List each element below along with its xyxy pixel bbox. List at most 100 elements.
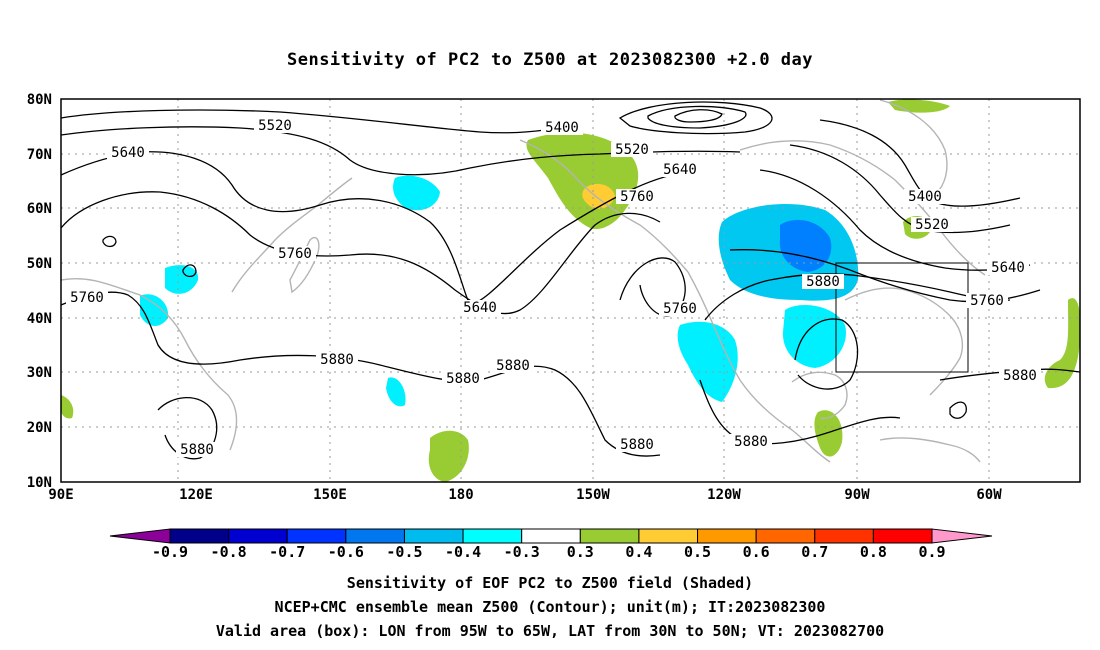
shade-japan-cyan (393, 175, 440, 211)
contour-label: 5880 (320, 352, 354, 368)
colorbar-swatch (579, 528, 640, 544)
colorbar-label: 0.9 (918, 543, 945, 561)
shade-gulf-green (814, 410, 843, 457)
colorbar-swatch (462, 528, 523, 544)
colorbar-label: 0.4 (625, 543, 652, 561)
contour-label: 5880 (806, 274, 840, 290)
contour-label-bg (316, 352, 358, 367)
contour-low-pole (618, 101, 773, 135)
na-westcoast-outline (687, 271, 831, 463)
na-east-outline (844, 287, 964, 396)
colorbar-swatch (814, 528, 874, 544)
footer-line-2: NCEP+CMC ensemble mean Z500 (Contour); u… (274, 598, 826, 616)
lon-label: 90E (48, 487, 73, 503)
contour-label: 5880 (1003, 368, 1037, 384)
contour-label-bg (66, 290, 108, 305)
colorbar-label: -0.3 (504, 543, 540, 561)
contour-label-bg (176, 442, 218, 457)
shade-midpac-cyan (386, 377, 406, 407)
colorbar-label: 0.8 (860, 543, 887, 561)
contour-label-bg (999, 368, 1041, 383)
colorbar-swatch (403, 528, 464, 544)
colorbar-label: -0.8 (211, 543, 247, 561)
contour-label: 5760 (970, 293, 1004, 309)
caribbean-outline (879, 437, 981, 463)
contour-label: 5520 (915, 217, 949, 233)
gulf-outline (791, 371, 848, 420)
contour-label: 5880 (446, 371, 480, 387)
shade-china-cyan (140, 294, 169, 326)
contour-label-bg (904, 189, 946, 204)
lon-labels: 90E 120E 150E 180 150W 120W 90W 60W (48, 487, 1002, 503)
contour-label-bg (611, 142, 653, 157)
contour-low-pole-core (674, 109, 723, 123)
lat-label: 50N (27, 256, 52, 272)
contour-label: 5880 (734, 434, 768, 450)
colorbar-labels: -0.9 -0.8 -0.7 -0.6 -0.5 -0.4 -0.3 0.3 0.4 0.5 0.6… (152, 543, 946, 561)
canada-arctic-outline (739, 140, 986, 276)
lat-label: 60N (27, 201, 52, 217)
lat-label: 70N (27, 147, 52, 163)
colorbar-swatch (345, 528, 405, 544)
contour-label: 5640 (991, 260, 1025, 276)
contour-label: 5760 (620, 189, 654, 205)
contour-5520-east (789, 144, 1011, 234)
chart-title: Sensitivity of PC2 to Z500 at 2023082300… (286, 50, 813, 70)
lon-label: 150E (313, 487, 347, 503)
contour-label: 5640 (111, 145, 145, 161)
contour-label: 5760 (663, 301, 697, 317)
shade-baja-cyan (677, 321, 738, 402)
contour-5640 (61, 151, 691, 306)
footer-line-3: Valid area (box): LON from 95W to 65W, L… (215, 622, 885, 640)
contour-label: 5880 (620, 437, 654, 453)
colorbar-label: 0.5 (684, 543, 711, 561)
contour-5400-west (61, 109, 546, 134)
contour-5880-na (704, 273, 1011, 321)
lat-label: 40N (27, 311, 52, 327)
contour-label: 5520 (615, 142, 649, 158)
contour-label: 5640 (463, 300, 497, 316)
contour-labels: 5520 5400 5640 5520 5640 5760 5400 5520 5760 5640… (66, 118, 1041, 458)
contour-5760 (61, 191, 661, 315)
contour-label: 5760 (278, 246, 312, 262)
contour-label-bg (459, 300, 501, 315)
lon-label: 90W (844, 487, 870, 503)
colorbar (109, 528, 993, 544)
lon-label: 120E (179, 487, 213, 503)
contour-label-bg (442, 371, 484, 386)
lat-labels: 80N 70N 60N 50N 40N 30N 20N 10N (27, 92, 52, 491)
contour-small-ring-west (102, 235, 117, 248)
lat-label: 20N (27, 420, 52, 436)
contour-label-bg (274, 246, 316, 261)
contour-5640-east (759, 169, 1031, 271)
colorbar-label: 0.6 (743, 543, 770, 561)
colorbar-label: -0.9 (152, 543, 188, 561)
contour-5880-se (794, 318, 859, 390)
colorbar-swatch (169, 528, 230, 544)
contour-5400-east (819, 119, 1021, 207)
contour-label-bg (107, 145, 149, 160)
z500-contours (61, 101, 1080, 460)
greenland-outline (879, 99, 948, 196)
colorbar-swatch (638, 528, 699, 544)
lon-label: 60W (976, 487, 1002, 503)
colorbar-swatch (872, 528, 933, 544)
contour-label-bg (802, 274, 844, 289)
shade-plains-cyan (782, 305, 846, 368)
colorbar-swatch (228, 528, 288, 544)
contour-5880-west (61, 291, 661, 457)
contour-label: 5640 (663, 162, 697, 178)
contour-label-bg (966, 293, 1008, 308)
contour-label-bg (987, 260, 1029, 275)
contour-label-bg (911, 217, 953, 232)
shade-pacific-green (428, 430, 469, 482)
map-frame (60, 98, 1081, 483)
lon-label: 180 (448, 487, 473, 503)
contour-5880-south (699, 379, 901, 445)
contour-label-bg (541, 120, 583, 135)
contour-label-bg (730, 434, 772, 449)
contour-5880-east-loop (949, 401, 967, 419)
colorbar-label: -0.4 (445, 543, 481, 561)
colorbar-swatch (755, 528, 816, 544)
